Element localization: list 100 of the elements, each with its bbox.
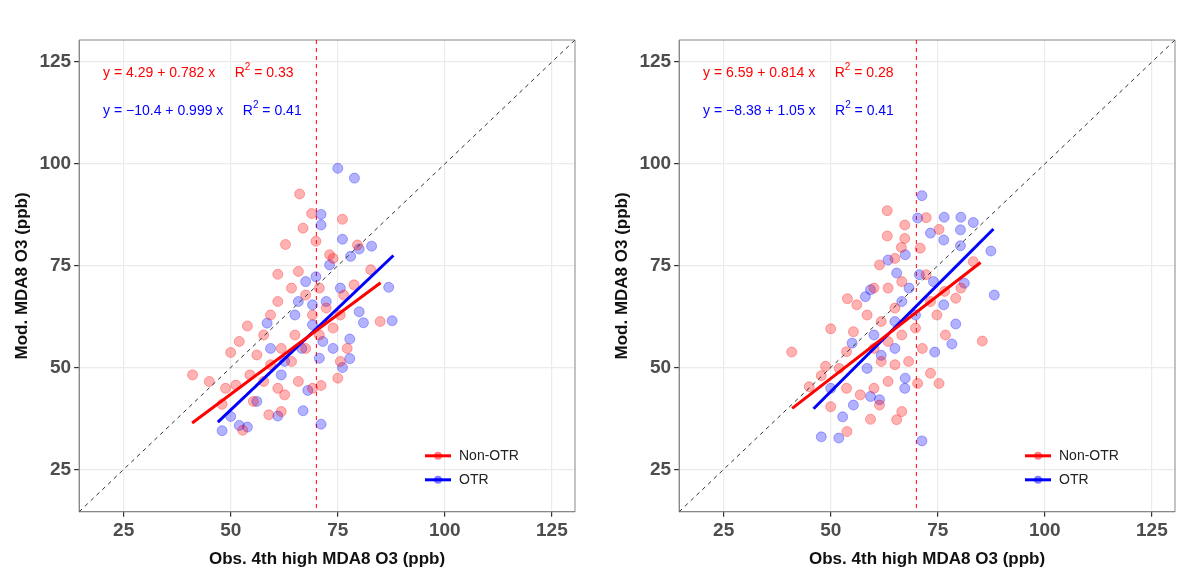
point bbox=[216, 425, 228, 437]
point bbox=[896, 329, 908, 341]
point bbox=[220, 382, 232, 394]
point bbox=[344, 333, 356, 345]
point bbox=[341, 342, 353, 354]
point bbox=[292, 296, 304, 308]
point bbox=[841, 293, 853, 305]
point bbox=[292, 375, 304, 387]
point bbox=[300, 342, 312, 354]
point bbox=[327, 322, 339, 334]
point bbox=[313, 352, 325, 364]
point bbox=[882, 282, 894, 294]
legend-label: Non-OTR bbox=[459, 446, 519, 463]
point bbox=[348, 172, 360, 184]
y-tick-label: 75 bbox=[49, 253, 72, 275]
point bbox=[306, 208, 318, 220]
point bbox=[939, 329, 951, 341]
point bbox=[300, 289, 312, 301]
point bbox=[931, 309, 943, 321]
point bbox=[383, 281, 395, 293]
point bbox=[386, 315, 398, 327]
point bbox=[353, 306, 365, 318]
point bbox=[306, 299, 318, 311]
point bbox=[846, 337, 858, 349]
point bbox=[315, 208, 327, 220]
point bbox=[896, 276, 908, 288]
point bbox=[896, 406, 908, 418]
point bbox=[916, 342, 928, 354]
point bbox=[920, 212, 932, 224]
point bbox=[889, 359, 901, 371]
y-tick-label: 125 bbox=[639, 50, 672, 72]
y-tick-label: 25 bbox=[49, 457, 72, 479]
point bbox=[815, 431, 827, 443]
point bbox=[297, 405, 309, 417]
point bbox=[881, 205, 893, 217]
point bbox=[929, 346, 941, 358]
point bbox=[815, 370, 827, 382]
point bbox=[899, 382, 911, 394]
point bbox=[912, 212, 924, 224]
point bbox=[320, 302, 332, 314]
point bbox=[292, 265, 304, 277]
point bbox=[865, 413, 877, 425]
point bbox=[336, 233, 348, 245]
legend-label: Non-OTR bbox=[1059, 446, 1119, 463]
point bbox=[263, 409, 275, 421]
point bbox=[895, 241, 907, 253]
point bbox=[874, 399, 886, 411]
point bbox=[889, 252, 901, 264]
point bbox=[272, 268, 284, 280]
point bbox=[187, 369, 199, 381]
point bbox=[332, 372, 344, 384]
point bbox=[909, 322, 921, 334]
point bbox=[237, 424, 249, 436]
point bbox=[841, 346, 853, 358]
point bbox=[933, 223, 945, 235]
point bbox=[786, 346, 798, 358]
point bbox=[938, 299, 950, 311]
point bbox=[882, 375, 894, 387]
point bbox=[955, 282, 967, 294]
x-tick-label: 75 bbox=[327, 519, 349, 541]
point bbox=[265, 309, 277, 321]
point bbox=[954, 240, 966, 252]
point bbox=[868, 382, 880, 394]
y-tick-label: 100 bbox=[639, 152, 672, 174]
point bbox=[967, 217, 979, 229]
point bbox=[275, 342, 287, 354]
point bbox=[241, 320, 253, 332]
point bbox=[833, 432, 845, 444]
point bbox=[825, 323, 837, 335]
point bbox=[933, 377, 945, 389]
point bbox=[280, 239, 292, 251]
y-tick-label: 50 bbox=[49, 355, 72, 377]
point bbox=[854, 389, 866, 401]
point bbox=[881, 230, 893, 242]
point bbox=[891, 267, 903, 279]
point bbox=[315, 380, 327, 391]
point bbox=[327, 342, 339, 354]
point bbox=[313, 282, 325, 294]
point bbox=[265, 342, 277, 354]
point bbox=[275, 406, 287, 418]
point bbox=[916, 190, 928, 202]
point bbox=[889, 342, 901, 354]
point bbox=[847, 326, 859, 338]
point bbox=[896, 296, 908, 308]
point bbox=[920, 269, 932, 281]
point bbox=[366, 240, 378, 252]
x-tick-label: 25 bbox=[713, 519, 735, 541]
point bbox=[954, 224, 966, 236]
point bbox=[310, 235, 322, 247]
point bbox=[351, 239, 363, 251]
point bbox=[976, 335, 988, 347]
point bbox=[300, 276, 312, 288]
point bbox=[374, 316, 386, 328]
point bbox=[837, 411, 849, 423]
y-tick-label: 25 bbox=[649, 457, 672, 479]
point bbox=[861, 309, 873, 321]
point bbox=[950, 292, 962, 304]
point bbox=[338, 289, 350, 301]
point bbox=[938, 234, 950, 246]
x-tick-label: 125 bbox=[536, 519, 569, 541]
